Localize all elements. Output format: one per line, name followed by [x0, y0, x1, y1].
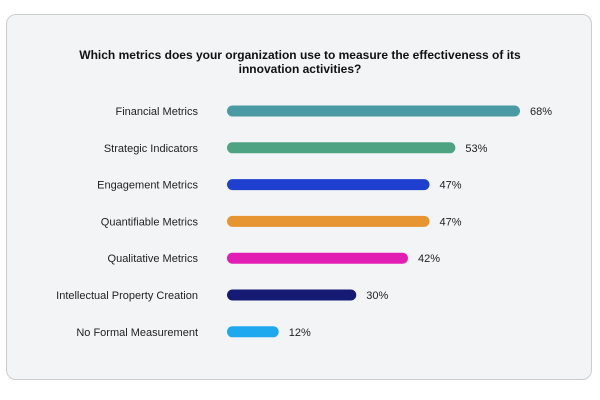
category-label-quantifiable-metrics: Quantifiable Metrics: [101, 216, 199, 228]
bar-intellectual-property-creation: [227, 289, 357, 301]
value-label-financial-metrics: 68%: [530, 106, 552, 118]
category-label-financial-metrics: Financial Metrics: [115, 106, 198, 118]
value-label-qualitative-metrics: 42%: [418, 253, 440, 265]
category-label-engagement-metrics: Engagement Metrics: [97, 180, 198, 192]
bar-strategic-indicators: [227, 142, 456, 154]
bar-engagement-metrics: [227, 179, 430, 191]
bar-financial-metrics: [227, 105, 520, 117]
value-label-intellectual-property-creation: 30%: [366, 290, 388, 302]
category-label-no-formal-measurement: No Formal Measurement: [76, 327, 198, 339]
chart-card: [6, 14, 592, 380]
category-label-strategic-indicators: Strategic Indicators: [104, 143, 199, 155]
bar-no-formal-measurement: [227, 326, 279, 338]
category-label-qualitative-metrics: Qualitative Metrics: [108, 253, 199, 265]
value-label-engagement-metrics: 47%: [440, 180, 462, 192]
value-label-strategic-indicators: 53%: [465, 143, 487, 155]
chart-title: Which metrics does your organization use…: [79, 48, 521, 76]
bar-quantifiable-metrics: [227, 215, 430, 227]
value-label-quantifiable-metrics: 47%: [440, 216, 462, 228]
value-label-no-formal-measurement: 12%: [289, 327, 311, 339]
category-label-intellectual-property-creation: Intellectual Property Creation: [56, 290, 198, 302]
bar-qualitative-metrics: [227, 252, 408, 264]
